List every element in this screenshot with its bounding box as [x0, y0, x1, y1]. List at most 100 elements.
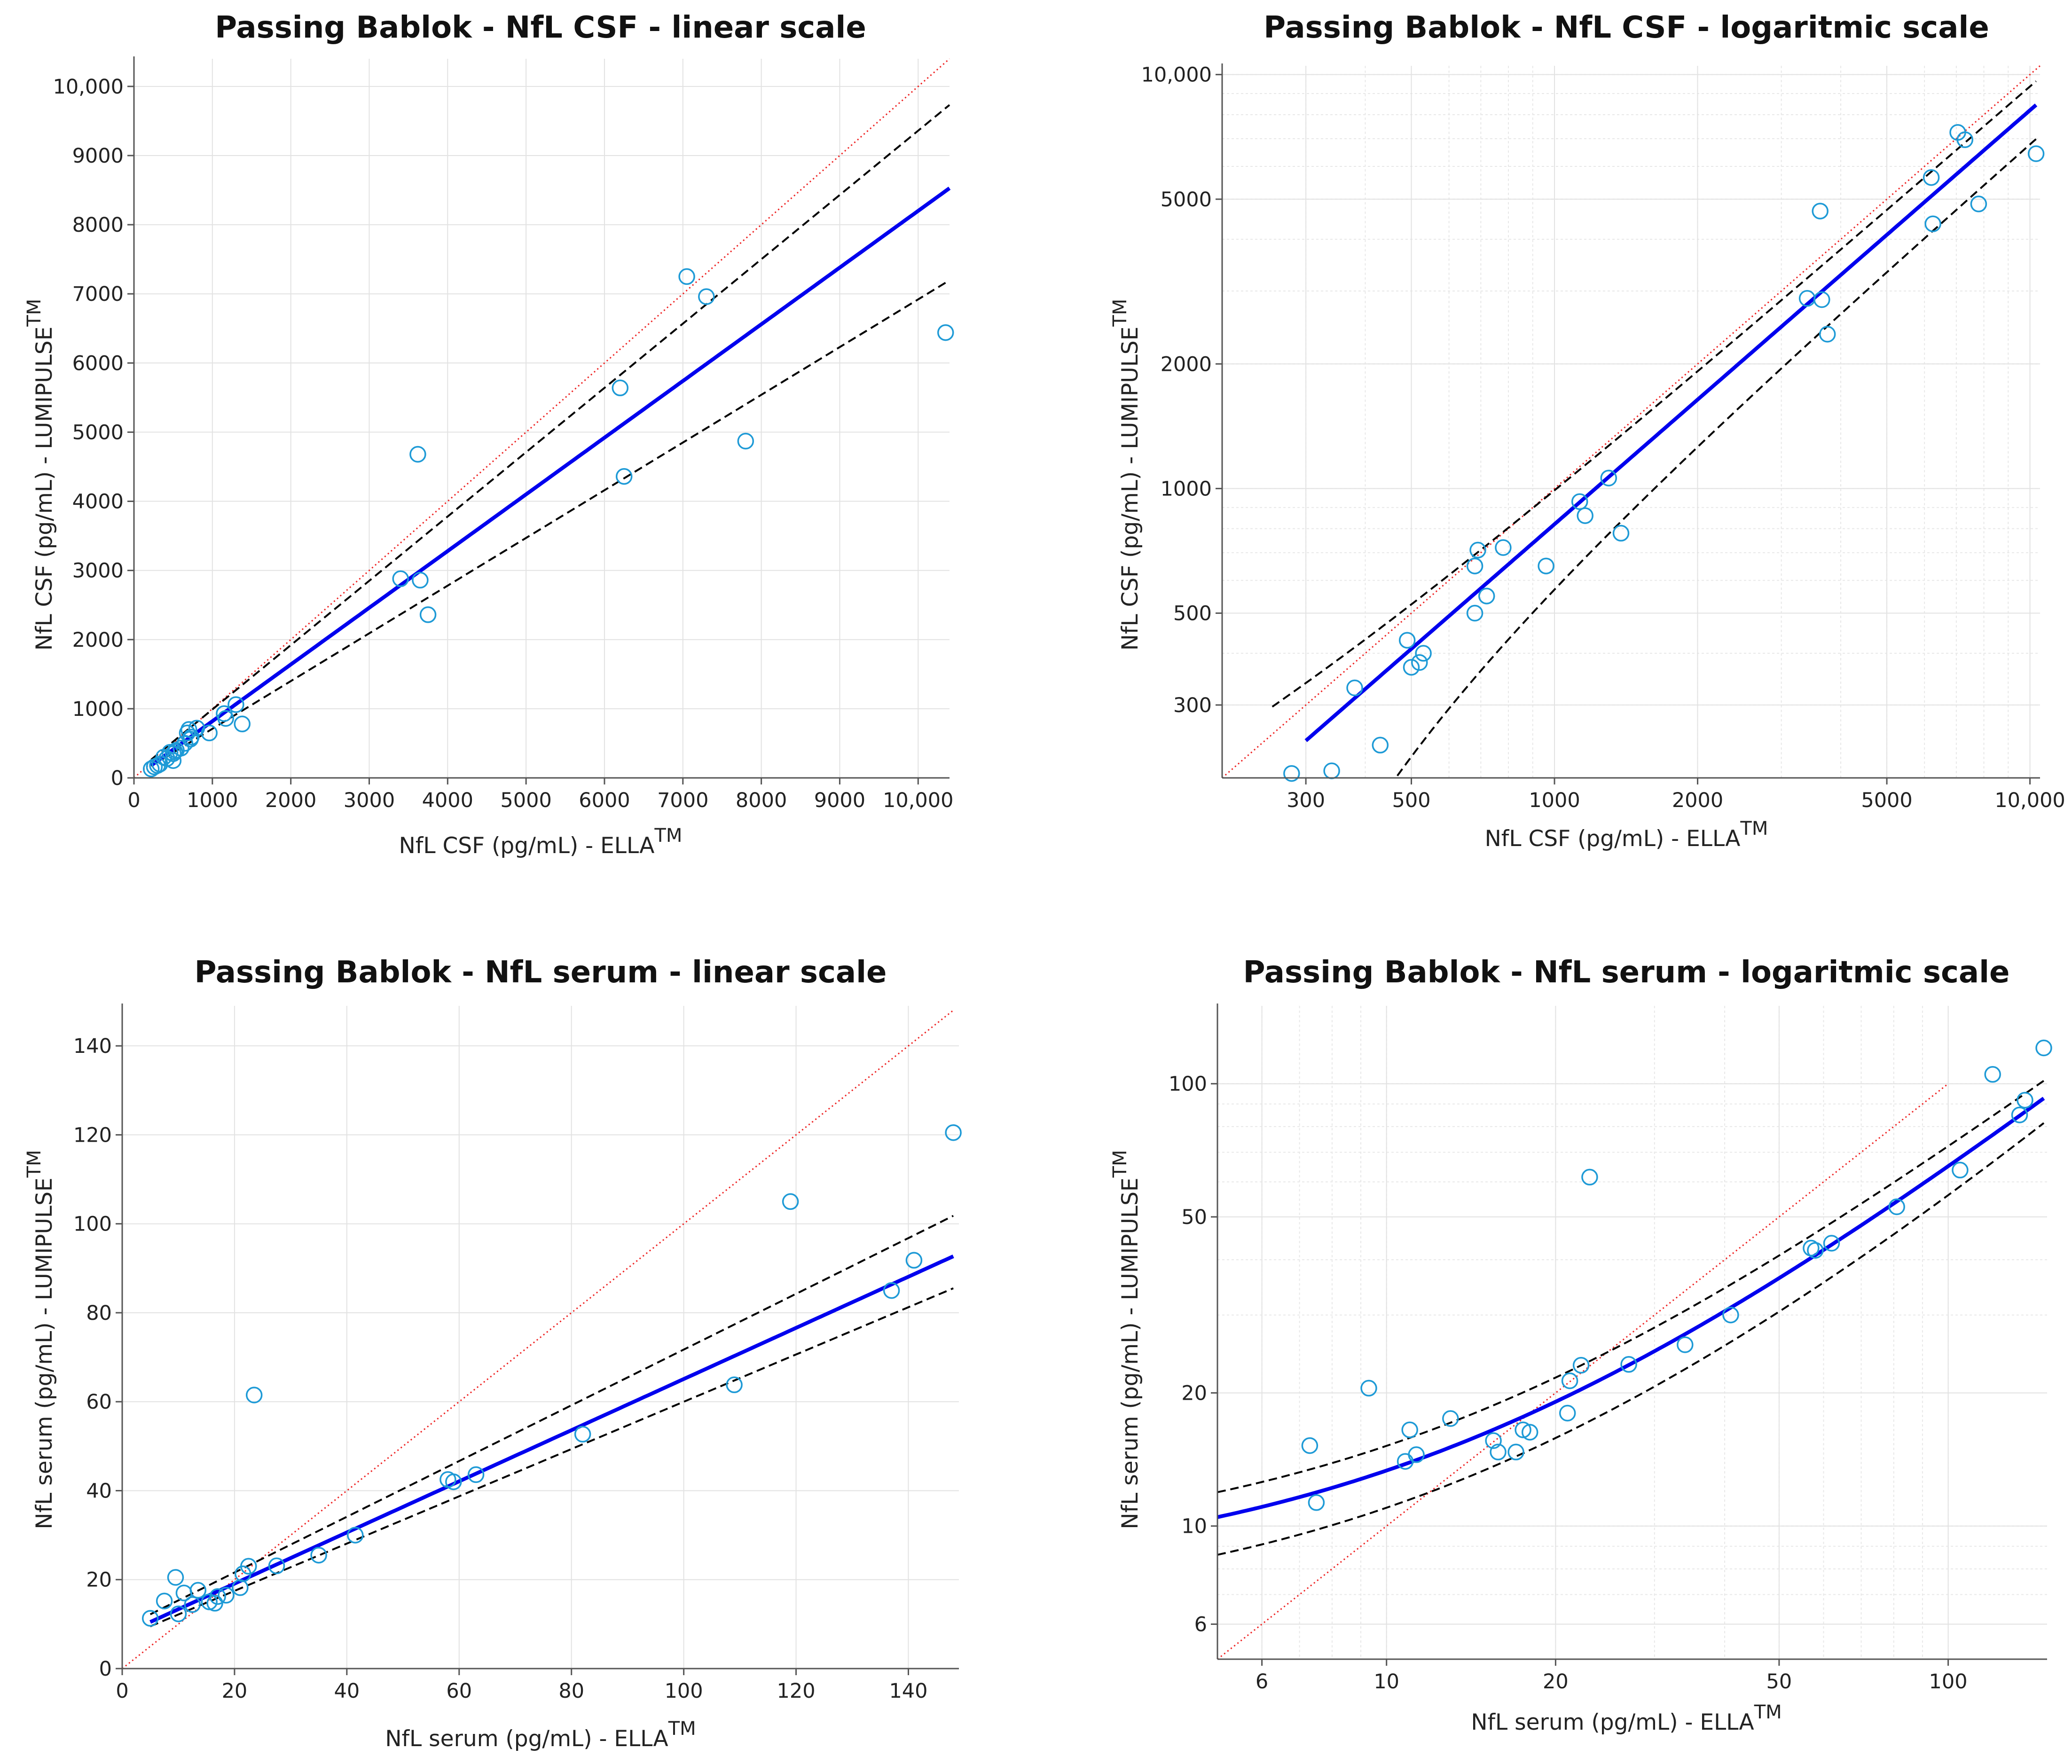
data-point [1401, 1421, 1418, 1438]
identity-line [1222, 65, 2041, 779]
y-tick-label: 10,000 [53, 75, 124, 99]
x-tick-label: 100 [1929, 1670, 1968, 1693]
data-point [141, 1610, 159, 1627]
x-tick-label: 80 [558, 1679, 584, 1703]
chart-title: Passing Bablok - NfL serum - linear scal… [195, 955, 887, 990]
x-tick-label: 300 [1287, 789, 1325, 812]
data-point [1970, 196, 1987, 212]
data-point [782, 1193, 799, 1210]
data-point [234, 715, 251, 733]
data-point [1812, 203, 1829, 220]
y-tick-label: 300 [1173, 694, 1212, 717]
data-point [1572, 1356, 1590, 1374]
regression-line [150, 187, 951, 767]
data-point [905, 1252, 923, 1269]
x-axis-label: NfL CSF (pg/mL) - ELLATM [1485, 818, 1768, 852]
data-point [574, 1426, 591, 1443]
data-point [1485, 1432, 1502, 1449]
data-point [347, 1527, 364, 1544]
y-tick-label: 120 [73, 1123, 112, 1147]
data-point [1823, 1235, 1840, 1252]
data-point [445, 1473, 462, 1490]
x-tick-label: 2000 [265, 789, 316, 812]
y-tick-label: 500 [1173, 602, 1212, 626]
data-point [2027, 145, 2045, 162]
x-tick-label: 50 [1766, 1670, 1792, 1693]
panel-csf-linear: Passing Bablok - NfL CSF - linear scale … [24, 10, 954, 859]
data-point [1559, 1404, 1576, 1422]
x-tick-label: 4000 [422, 789, 473, 812]
ci-upper-line [149, 1215, 954, 1615]
data-point [1466, 604, 1483, 622]
data-point [1283, 765, 1300, 782]
data-point [1620, 1356, 1637, 1373]
data-point [209, 1588, 226, 1605]
y-tick-label: 40 [86, 1479, 112, 1503]
y-tick-label: 50 [1181, 1206, 1207, 1229]
data-point [1466, 557, 1483, 574]
data-point [1819, 326, 1836, 343]
y-tick-label: 6000 [72, 352, 124, 375]
data-point [240, 1558, 257, 1575]
y-axis-label: NfL serum (pg/mL) - LUMIPULSETM [1109, 1150, 1143, 1529]
data-point [189, 1582, 207, 1599]
x-tick-label: 100 [665, 1679, 703, 1703]
ci-lower-line [150, 279, 950, 767]
data-point [1923, 169, 1940, 186]
data-point [173, 739, 189, 757]
data-point [1538, 557, 1554, 574]
regression-line [1304, 103, 2038, 742]
data-point [184, 1596, 201, 1613]
data-point [1577, 507, 1593, 524]
data-point [412, 572, 429, 589]
x-axis-label: NfL CSF (pg/mL) - ELLATM [399, 825, 683, 859]
y-tick-label: 80 [86, 1301, 112, 1325]
y-tick-label: 10,000 [1141, 63, 1212, 87]
data-point [1984, 1066, 2001, 1083]
y-tick-label: 4000 [72, 490, 124, 514]
data-point [165, 752, 182, 769]
data-point [1813, 291, 1830, 308]
x-tick-label: 20 [222, 1679, 248, 1703]
y-tick-label: 20 [86, 1568, 112, 1592]
x-axis-label: NfL serum (pg/mL) - ELLATM [1471, 1701, 1782, 1735]
data-point [726, 1376, 743, 1394]
data-point [167, 1569, 184, 1586]
data-point [183, 729, 200, 745]
y-axis-label: NfL serum (pg/mL) - LUMIPULSETM [24, 1150, 57, 1529]
x-tick-label: 1000 [1529, 789, 1580, 812]
x-tick-label: 0 [116, 1679, 128, 1703]
x-tick-label: 140 [889, 1679, 927, 1703]
data-point [467, 1466, 485, 1483]
regression-line [149, 1254, 954, 1624]
data-point [201, 724, 218, 742]
data-point [1807, 1242, 1824, 1259]
x-tick-label: 60 [446, 1679, 472, 1703]
data-point [228, 696, 244, 713]
data-point [883, 1282, 900, 1299]
x-tick-label: 20 [1543, 1670, 1569, 1693]
x-tick-label: 6000 [579, 789, 630, 812]
data-point [2017, 1091, 2033, 1109]
data-point [392, 570, 409, 588]
y-tick-label: 5000 [72, 421, 124, 444]
y-tick-label: 100 [1169, 1073, 1207, 1096]
data-point [615, 468, 633, 485]
data-point [218, 1587, 235, 1604]
y-tick-label: 7000 [72, 282, 124, 306]
y-tick-label: 1000 [72, 698, 124, 721]
data-point [1403, 659, 1420, 676]
x-tick-label: 120 [777, 1679, 816, 1703]
y-tick-label: 5000 [1161, 188, 1212, 212]
data-point [1722, 1306, 1739, 1324]
x-tick-label: 6 [1256, 1670, 1268, 1693]
y-tick-label: 6 [1194, 1613, 1207, 1636]
y-tick-label: 20 [1181, 1381, 1207, 1405]
data-point [1323, 762, 1340, 779]
x-tick-label: 2000 [1672, 789, 1723, 812]
data-point [1521, 1424, 1538, 1441]
y-tick-label: 2000 [72, 628, 124, 652]
y-tick-label: 60 [86, 1390, 112, 1414]
y-tick-label: 140 [73, 1035, 112, 1058]
